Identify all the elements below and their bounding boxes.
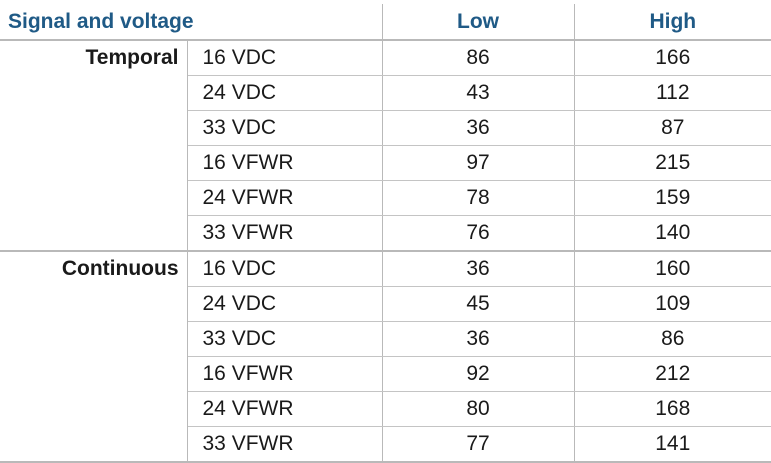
signal-voltage-table: Signal and voltage Low High Temporal 16 … (0, 4, 771, 463)
table-row: 33 VDC 36 87 (0, 110, 771, 146)
signal-cell: 33 VDC (186, 110, 383, 146)
signal-cell: 16 VDC (186, 40, 383, 76)
signal-cell: 24 VDC (186, 75, 383, 111)
high-cell: 140 (573, 215, 771, 252)
header-high: High (573, 4, 771, 41)
header-row: Signal and voltage Low High (0, 4, 771, 41)
high-cell: 112 (573, 75, 771, 111)
high-cell: 109 (573, 286, 771, 322)
signal-cell: 33 VDC (186, 321, 383, 357)
signal-cell: 24 VFWR (186, 391, 383, 427)
high-cell: 168 (573, 391, 771, 427)
low-cell: 36 (381, 321, 575, 357)
low-cell: 97 (381, 145, 575, 181)
table-row: 24 VFWR 80 168 (0, 391, 771, 427)
high-cell: 212 (573, 356, 771, 392)
high-cell: 86 (573, 321, 771, 357)
low-cell: 43 (381, 75, 575, 111)
header-signal-voltage: Signal and voltage (0, 4, 383, 41)
table-row: 33 VDC 36 86 (0, 321, 771, 357)
high-cell: 166 (573, 40, 771, 76)
table-row: 24 VDC 45 109 (0, 286, 771, 322)
table-row: 16 VFWR 92 212 (0, 356, 771, 392)
signal-cell: 16 VFWR (186, 356, 383, 392)
signal-cell: 33 VFWR (186, 215, 383, 252)
low-cell: 80 (381, 391, 575, 427)
high-cell: 87 (573, 110, 771, 146)
table-row: 33 VFWR 77 141 (0, 426, 771, 463)
high-cell: 215 (573, 145, 771, 181)
table-row: 16 VFWR 97 215 (0, 145, 771, 181)
group-temporal: Temporal 16 VDC 86 166 24 VDC 43 112 33 … (0, 40, 771, 252)
table-row: Continuous 16 VDC 36 160 (0, 251, 771, 463)
low-cell: 36 (381, 110, 575, 146)
group-label: Continuous (0, 251, 188, 463)
low-cell: 92 (381, 356, 575, 392)
high-cell: 159 (573, 180, 771, 216)
signal-cell: 24 VDC (186, 286, 383, 322)
table-row: 24 VDC 43 112 (0, 75, 771, 111)
low-cell: 86 (381, 40, 575, 76)
low-cell: 36 (381, 251, 575, 287)
high-cell: 141 (573, 426, 771, 463)
low-cell: 76 (381, 215, 575, 252)
header-low: Low (381, 4, 575, 41)
table-row: 24 VFWR 78 159 (0, 180, 771, 216)
table-row: 33 VFWR 76 140 (0, 215, 771, 252)
high-cell: 160 (573, 251, 771, 287)
group-label: Temporal (0, 40, 188, 252)
low-cell: 78 (381, 180, 575, 216)
low-cell: 77 (381, 426, 575, 463)
table-row: Temporal 16 VDC 86 166 (0, 40, 771, 252)
signal-cell: 33 VFWR (186, 426, 383, 463)
signal-cell: 16 VDC (186, 251, 383, 287)
group-continuous: Continuous 16 VDC 36 160 24 VDC 45 109 3… (0, 251, 771, 463)
low-cell: 45 (381, 286, 575, 322)
signal-cell: 16 VFWR (186, 145, 383, 181)
signal-cell: 24 VFWR (186, 180, 383, 216)
table-header: Signal and voltage Low High (0, 4, 771, 41)
